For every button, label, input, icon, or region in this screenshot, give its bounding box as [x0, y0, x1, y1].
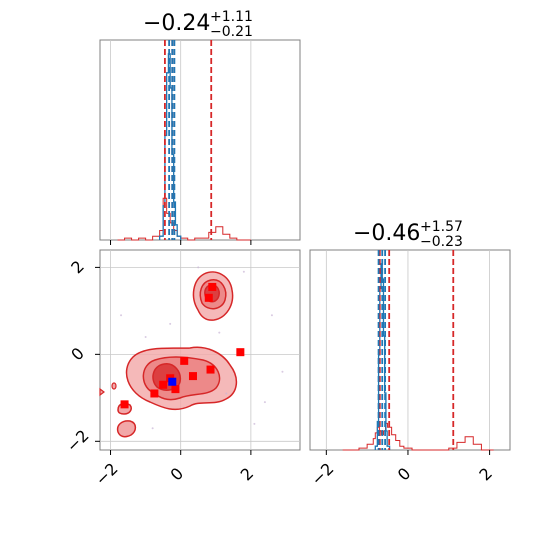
contour-scatter-point	[197, 266, 200, 269]
histogram-top-title-sup: +1.11	[210, 9, 253, 25]
histogram-top-ticks	[110, 240, 252, 245]
histogram-top-panel: −0.24 +1.11 −0.21	[99, 9, 301, 245]
contour-tick-label-x: 2	[237, 464, 258, 485]
histogram-right-tick-label-x: 2	[475, 464, 496, 485]
histogram-top-title-main: −0.24	[143, 11, 210, 36]
histogram-top-frame	[99, 39, 301, 241]
contour-red-marker	[120, 400, 129, 409]
histogram-right-title-sup: +1.57	[420, 219, 463, 235]
histogram-right-red-histogram	[342, 422, 494, 451]
histogram-right-title-sub: −0.23	[420, 234, 463, 250]
contour-grid	[100, 250, 300, 450]
contour-red-marker	[208, 282, 217, 291]
histogram-top-marks	[117, 40, 251, 241]
contour-panel: −2 0 2 −2 0 2	[63, 249, 301, 489]
contour-scatter-point	[225, 392, 228, 395]
histogram-right-frame	[309, 249, 511, 451]
contour-red-marker	[206, 365, 215, 374]
histogram-right-panel: −2 0 2 −0.46 +1.57 −0.23	[307, 219, 511, 489]
histogram-right-tick-label-x: −2	[307, 459, 337, 489]
contour-red-marker	[180, 356, 189, 365]
contour-tick-label-x: −2	[92, 459, 122, 489]
contour-satellite-1	[116, 420, 137, 438]
contour-scatter-point	[253, 422, 256, 425]
histogram-top-grid	[110, 40, 252, 240]
contour-blue-marker	[168, 377, 177, 386]
contour-scatter-point	[281, 370, 284, 373]
contour-tick-label-y: −2	[63, 426, 93, 456]
contour-red-marker	[204, 293, 213, 302]
contour-scatter-point	[242, 270, 245, 273]
contour-satellite-3	[111, 382, 117, 390]
contour-red-marker	[171, 385, 180, 394]
contour-tick-label-x: 0	[166, 464, 187, 485]
contour-scatter-point	[270, 314, 273, 317]
contour-red-marker	[236, 348, 245, 357]
histogram-right-title-main: −0.46	[353, 221, 420, 246]
histogram-right-marks	[342, 250, 494, 451]
contour-scatter-point	[151, 427, 154, 430]
contour-red-marker	[150, 389, 159, 398]
contour-scatter-point	[120, 314, 123, 317]
contour-red-marker	[159, 380, 168, 389]
contour-red-marker	[188, 372, 197, 381]
histogram-right-grid	[325, 250, 490, 450]
contour-satellite-4	[99, 387, 105, 397]
histogram-right-ticks: −2 0 2	[307, 450, 496, 489]
histogram-right-tick-label-x: 0	[394, 464, 415, 485]
contour-tick-label-y: 2	[67, 257, 88, 278]
contour-scatter-point	[169, 322, 172, 325]
contour-scatter-point	[263, 401, 266, 404]
contour-tick-label-y: 0	[67, 344, 88, 365]
contour-scatter-point	[144, 335, 147, 338]
contour-marks	[120, 266, 284, 430]
histogram-top-title-sub: −0.21	[210, 24, 253, 40]
contour-scatter-point	[218, 331, 221, 334]
